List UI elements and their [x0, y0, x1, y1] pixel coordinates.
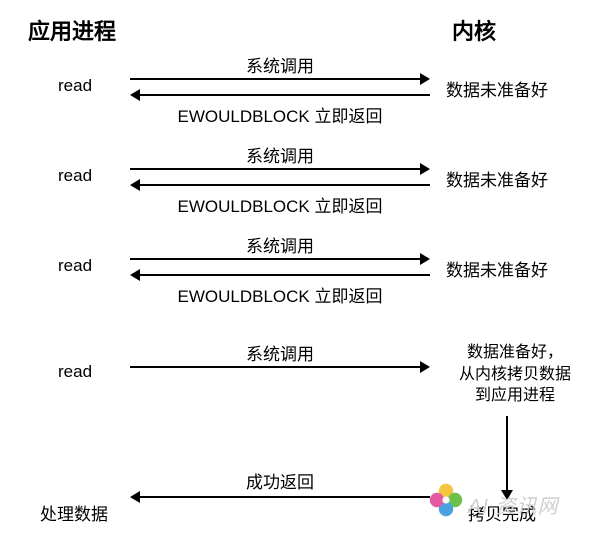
watermark-text: AI 资讯网	[468, 490, 558, 519]
kernel-ready-label: 数据准备好， 从内核拷贝数据 到应用进程	[440, 342, 590, 407]
kernel-state-3: 数据未准备好	[446, 256, 548, 281]
read-label-2: read	[58, 166, 92, 186]
success-return-caption: 成功返回	[130, 468, 430, 493]
header-kernel: 内核	[452, 14, 496, 46]
ewouldblock-caption-3: EWOULDBLOCK 立即返回	[130, 282, 430, 307]
arrow-left-1	[130, 88, 430, 102]
kernel-state-2: 数据未准备好	[446, 166, 548, 191]
process-data-label: 处理数据	[40, 500, 108, 525]
arrow-down-copy	[500, 416, 514, 500]
read-label-1: read	[58, 76, 92, 96]
arrow-right-final	[130, 360, 430, 374]
arrow-left-3	[130, 268, 430, 282]
ewouldblock-caption-2: EWOULDBLOCK 立即返回	[130, 192, 430, 217]
header-app-process: 应用进程	[28, 14, 116, 46]
arrow-right-3	[130, 252, 430, 266]
ewouldblock-caption-1: EWOULDBLOCK 立即返回	[130, 102, 430, 127]
arrow-right-2	[130, 162, 430, 176]
watermark-flower-icon	[428, 482, 464, 518]
read-label-3: read	[58, 256, 92, 276]
arrow-left-2	[130, 178, 430, 192]
read-label-final: read	[58, 362, 92, 382]
diagram-canvas: 应用进程 内核 read 系统调用 EWOULDBLOCK 立即返回 数据未准备…	[0, 0, 600, 536]
kernel-state-1: 数据未准备好	[446, 76, 548, 101]
arrow-right-1	[130, 72, 430, 86]
